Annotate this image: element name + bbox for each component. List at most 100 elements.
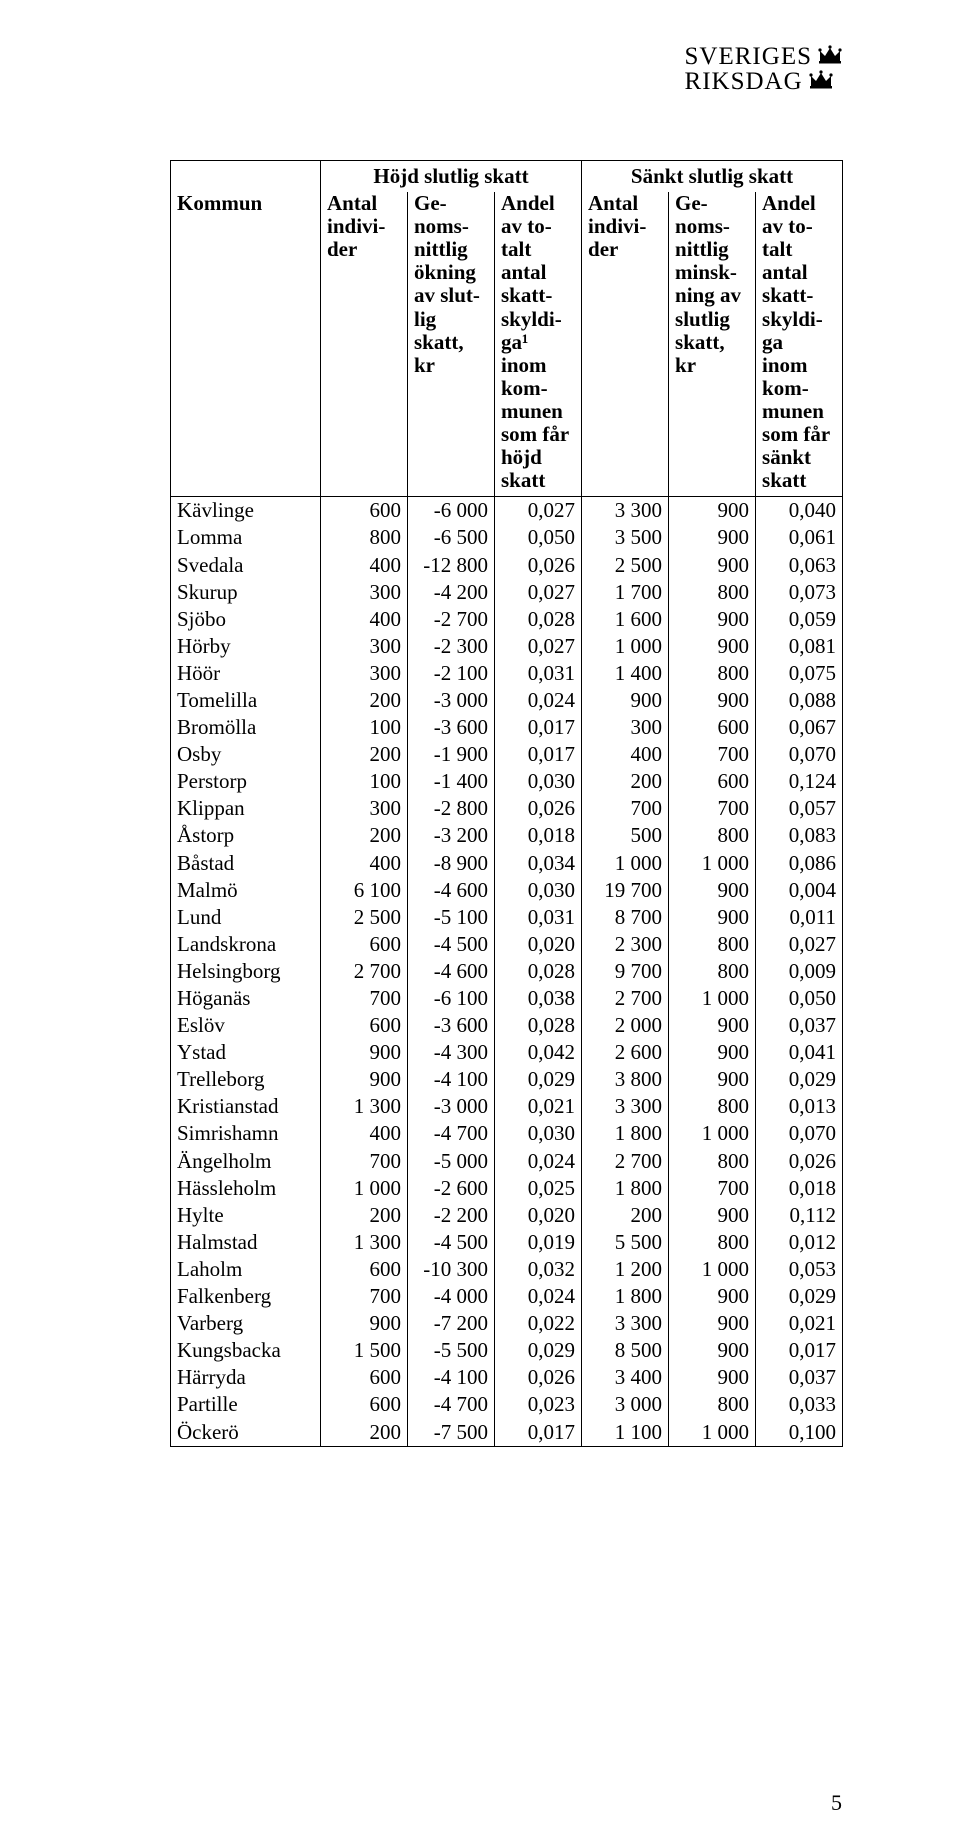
- cell-hi-okning: -3 600: [408, 1012, 495, 1039]
- cell-hi-okning: -7 200: [408, 1310, 495, 1337]
- cell-lo-minsk: 900: [669, 633, 756, 660]
- cell-hi-okning: -8 900: [408, 850, 495, 877]
- cell-lo-andel: 0,057: [756, 795, 843, 822]
- cell-hi-okning: -4 600: [408, 877, 495, 904]
- cell-kommun: Höganäs: [171, 985, 321, 1012]
- cell-lo-minsk: 700: [669, 795, 756, 822]
- cell-kommun: Laholm: [171, 1256, 321, 1283]
- cell-hi-andel: 0,027: [495, 633, 582, 660]
- cell-kommun: Båstad: [171, 850, 321, 877]
- cell-hi-andel: 0,023: [495, 1391, 582, 1418]
- cell-hi-antal: 600: [321, 1256, 408, 1283]
- cell-hi-antal: 700: [321, 1148, 408, 1175]
- cell-lo-minsk: 800: [669, 579, 756, 606]
- cell-hi-andel: 0,025: [495, 1175, 582, 1202]
- cell-lo-minsk: 800: [669, 958, 756, 985]
- cell-lo-antal: 5 500: [582, 1229, 669, 1256]
- cell-lo-minsk: 900: [669, 687, 756, 714]
- crown-icon: [818, 45, 842, 69]
- cell-hi-andel: 0,017: [495, 1419, 582, 1447]
- logo-word-2: RIKSDAG: [685, 69, 803, 94]
- cell-hi-okning: -2 300: [408, 633, 495, 660]
- cell-kommun: Hylte: [171, 1202, 321, 1229]
- table-row: Härryda600-4 1000,0263 4009000,037: [171, 1364, 843, 1391]
- table-row: Svedala400-12 8000,0262 5009000,063: [171, 552, 843, 579]
- cell-lo-antal: 2 700: [582, 1148, 669, 1175]
- cell-hi-andel: 0,021: [495, 1093, 582, 1120]
- cell-lo-andel: 0,070: [756, 1120, 843, 1147]
- cell-hi-okning: -4 500: [408, 1229, 495, 1256]
- cell-kommun: Malmö: [171, 877, 321, 904]
- cell-lo-minsk: 800: [669, 822, 756, 849]
- col-lo-minsk: Ge- noms- nittlig minsk- ning av slutlig…: [669, 192, 756, 497]
- cell-kommun: Bromölla: [171, 714, 321, 741]
- table-row: Lund2 500-5 1000,0318 7009000,011: [171, 904, 843, 931]
- table-row: Partille600-4 7000,0233 0008000,033: [171, 1391, 843, 1418]
- cell-lo-minsk: 900: [669, 552, 756, 579]
- cell-hi-antal: 200: [321, 741, 408, 768]
- cell-hi-okning: -4 100: [408, 1066, 495, 1093]
- cell-lo-andel: 0,063: [756, 552, 843, 579]
- cell-hi-okning: -4 100: [408, 1364, 495, 1391]
- table-row: Hässleholm1 000-2 6000,0251 8007000,018: [171, 1175, 843, 1202]
- cell-hi-antal: 300: [321, 660, 408, 687]
- table-row: Tomelilla200-3 0000,0249009000,088: [171, 687, 843, 714]
- cell-lo-minsk: 900: [669, 606, 756, 633]
- cell-kommun: Halmstad: [171, 1229, 321, 1256]
- logo-line-1: SVERIGES: [685, 44, 842, 69]
- cell-lo-andel: 0,100: [756, 1419, 843, 1447]
- cell-lo-antal: 2 300: [582, 931, 669, 958]
- cell-hi-andel: 0,024: [495, 687, 582, 714]
- cell-lo-antal: 2 600: [582, 1039, 669, 1066]
- table-row: Varberg900-7 2000,0223 3009000,021: [171, 1310, 843, 1337]
- cell-lo-andel: 0,017: [756, 1337, 843, 1364]
- cell-kommun: Perstorp: [171, 768, 321, 795]
- cell-lo-minsk: 900: [669, 1283, 756, 1310]
- cell-hi-andel: 0,024: [495, 1148, 582, 1175]
- cell-lo-minsk: 900: [669, 1337, 756, 1364]
- cell-kommun: Eslöv: [171, 1012, 321, 1039]
- cell-kommun: Kristianstad: [171, 1093, 321, 1120]
- cell-lo-minsk: 900: [669, 1364, 756, 1391]
- cell-lo-andel: 0,037: [756, 1364, 843, 1391]
- cell-hi-okning: -6 000: [408, 497, 495, 525]
- table-row: Ystad900-4 3000,0422 6009000,041: [171, 1039, 843, 1066]
- cell-lo-andel: 0,037: [756, 1012, 843, 1039]
- cell-lo-minsk: 800: [669, 660, 756, 687]
- cell-hi-antal: 600: [321, 497, 408, 525]
- cell-lo-minsk: 900: [669, 877, 756, 904]
- cell-lo-antal: 400: [582, 741, 669, 768]
- cell-kommun: Skurup: [171, 579, 321, 606]
- cell-lo-minsk: 1 000: [669, 985, 756, 1012]
- cell-hi-okning: -4 600: [408, 958, 495, 985]
- cell-lo-andel: 0,081: [756, 633, 843, 660]
- cell-kommun: Svedala: [171, 552, 321, 579]
- cell-lo-minsk: 900: [669, 1039, 756, 1066]
- table-row: Landskrona600-4 5000,0202 3008000,027: [171, 931, 843, 958]
- cell-hi-antal: 200: [321, 822, 408, 849]
- table-row: Falkenberg700-4 0000,0241 8009000,029: [171, 1283, 843, 1310]
- cell-kommun: Lund: [171, 904, 321, 931]
- cell-hi-antal: 700: [321, 985, 408, 1012]
- cell-hi-okning: -2 200: [408, 1202, 495, 1229]
- cell-kommun: Varberg: [171, 1310, 321, 1337]
- cell-hi-antal: 600: [321, 1391, 408, 1418]
- group-header-raised: Höjd slutlig skatt: [321, 161, 582, 193]
- table-row: Sjöbo400-2 7000,0281 6009000,059: [171, 606, 843, 633]
- table-row: Höganäs700-6 1000,0382 7001 0000,050: [171, 985, 843, 1012]
- cell-hi-andel: 0,018: [495, 822, 582, 849]
- cell-hi-andel: 0,050: [495, 524, 582, 551]
- cell-lo-minsk: 800: [669, 1391, 756, 1418]
- cell-hi-okning: -4 000: [408, 1283, 495, 1310]
- table-row: Simrishamn400-4 7000,0301 8001 0000,070: [171, 1120, 843, 1147]
- cell-kommun: Helsingborg: [171, 958, 321, 985]
- cell-lo-andel: 0,029: [756, 1066, 843, 1093]
- cell-hi-okning: -6 100: [408, 985, 495, 1012]
- cell-lo-antal: 2 700: [582, 985, 669, 1012]
- table-row: Höör300-2 1000,0311 4008000,075: [171, 660, 843, 687]
- cell-lo-antal: 200: [582, 1202, 669, 1229]
- cell-kommun: Ängelholm: [171, 1148, 321, 1175]
- cell-hi-antal: 200: [321, 687, 408, 714]
- cell-lo-antal: 19 700: [582, 877, 669, 904]
- cell-kommun: Höör: [171, 660, 321, 687]
